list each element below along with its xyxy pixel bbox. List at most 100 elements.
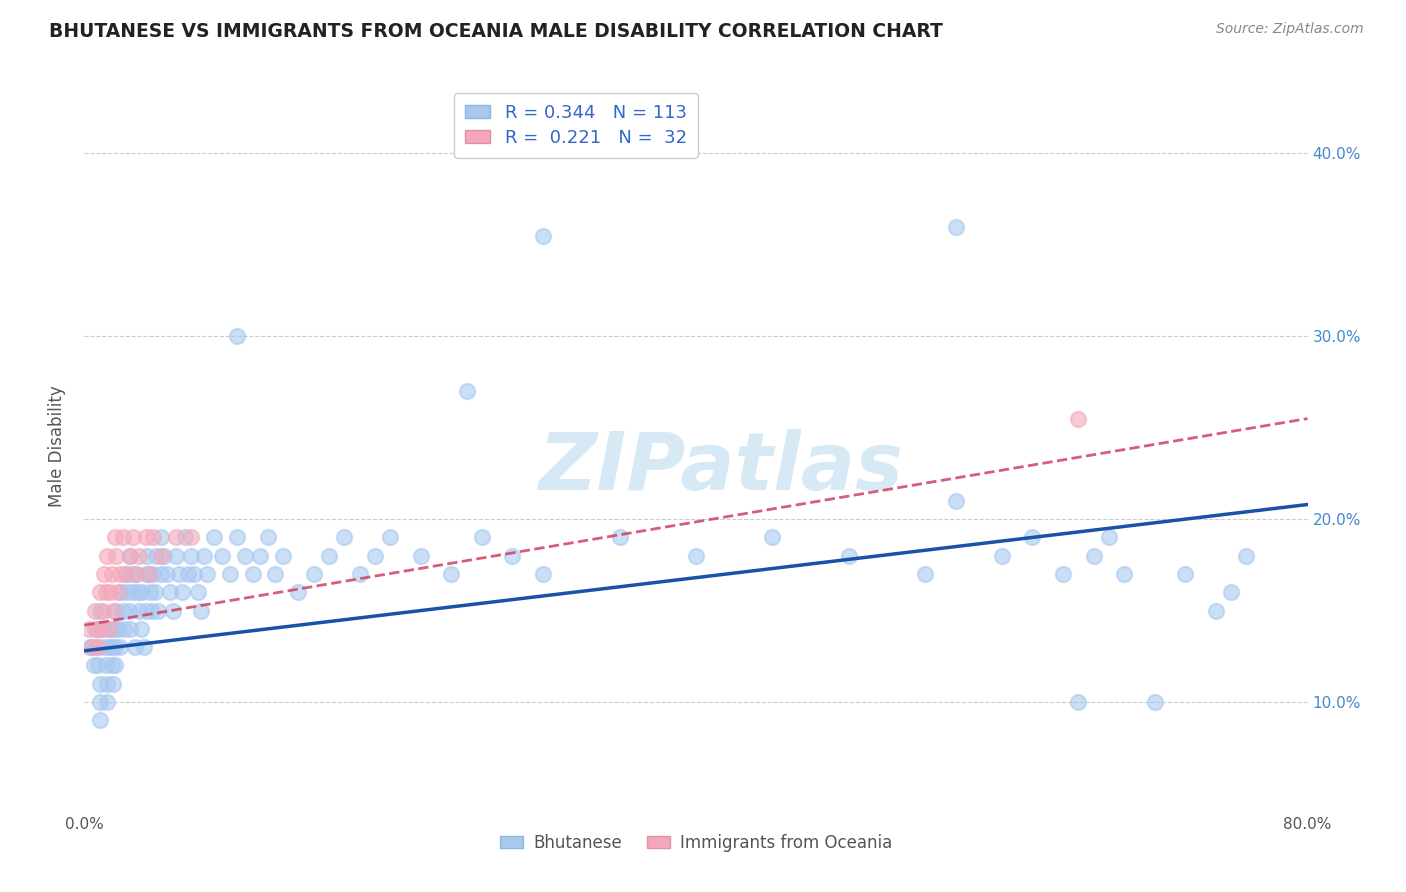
Point bbox=[128, 549, 150, 563]
Point bbox=[183, 567, 205, 582]
Point bbox=[409, 549, 432, 563]
Point bbox=[167, 567, 190, 582]
Point bbox=[132, 640, 155, 655]
Point bbox=[96, 695, 118, 709]
Point bbox=[1220, 585, 1243, 599]
Point bbox=[1114, 567, 1136, 582]
Point bbox=[98, 622, 121, 636]
Point bbox=[1174, 567, 1197, 582]
Point bbox=[87, 658, 110, 673]
Point bbox=[104, 622, 127, 636]
Point bbox=[80, 640, 103, 655]
Point bbox=[138, 567, 160, 582]
Point bbox=[165, 530, 187, 544]
Point bbox=[1098, 530, 1121, 544]
Point bbox=[111, 530, 134, 544]
Point bbox=[1067, 695, 1090, 709]
Point bbox=[165, 549, 187, 563]
Point bbox=[149, 567, 172, 582]
Point bbox=[138, 567, 160, 582]
Point bbox=[318, 549, 340, 563]
Point bbox=[129, 622, 152, 636]
Point bbox=[83, 658, 105, 673]
Legend: Bhutanese, Immigrants from Oceania: Bhutanese, Immigrants from Oceania bbox=[494, 827, 898, 858]
Point bbox=[89, 622, 111, 636]
Point bbox=[180, 549, 202, 563]
Point bbox=[143, 585, 166, 599]
Point bbox=[180, 530, 202, 544]
Point bbox=[531, 567, 554, 582]
Point bbox=[89, 622, 111, 636]
Point bbox=[159, 585, 181, 599]
Point bbox=[685, 549, 707, 563]
Point bbox=[471, 530, 494, 544]
Point bbox=[125, 567, 148, 582]
Point bbox=[89, 676, 111, 690]
Point bbox=[79, 640, 101, 655]
Point bbox=[174, 530, 197, 544]
Point bbox=[186, 585, 208, 599]
Point bbox=[96, 676, 118, 690]
Point bbox=[103, 603, 125, 617]
Point bbox=[149, 530, 172, 544]
Text: Source: ZipAtlas.com: Source: ZipAtlas.com bbox=[1216, 22, 1364, 37]
Point bbox=[120, 549, 142, 563]
Point bbox=[135, 567, 157, 582]
Text: ZIPatlas: ZIPatlas bbox=[538, 429, 903, 507]
Point bbox=[104, 658, 127, 673]
Point bbox=[249, 549, 271, 563]
Point bbox=[141, 603, 163, 617]
Point bbox=[111, 603, 134, 617]
Point bbox=[105, 549, 128, 563]
Point bbox=[97, 640, 120, 655]
Point bbox=[333, 530, 356, 544]
Point bbox=[96, 549, 118, 563]
Point bbox=[127, 585, 149, 599]
Point bbox=[177, 567, 200, 582]
Point bbox=[121, 567, 143, 582]
Point bbox=[440, 567, 463, 582]
Point bbox=[84, 603, 107, 617]
Point bbox=[135, 603, 157, 617]
Point bbox=[77, 622, 100, 636]
Point bbox=[122, 585, 145, 599]
Point bbox=[94, 658, 117, 673]
Point bbox=[1236, 549, 1258, 563]
Point bbox=[104, 530, 127, 544]
Text: BHUTANESE VS IMMIGRANTS FROM OCEANIA MALE DISABILITY CORRELATION CHART: BHUTANESE VS IMMIGRANTS FROM OCEANIA MAL… bbox=[49, 22, 943, 41]
Point bbox=[91, 622, 114, 636]
Point bbox=[93, 640, 115, 655]
Point bbox=[153, 549, 176, 563]
Point bbox=[945, 219, 967, 234]
Point bbox=[115, 585, 138, 599]
Point bbox=[271, 549, 294, 563]
Point bbox=[914, 567, 936, 582]
Point bbox=[98, 585, 121, 599]
Point bbox=[101, 567, 124, 582]
Point bbox=[218, 567, 240, 582]
Point bbox=[89, 585, 111, 599]
Point bbox=[89, 603, 111, 617]
Point bbox=[142, 530, 165, 544]
Point bbox=[1205, 603, 1227, 617]
Point bbox=[156, 567, 179, 582]
Point bbox=[146, 603, 169, 617]
Point bbox=[107, 585, 129, 599]
Point bbox=[257, 530, 280, 544]
Point bbox=[118, 603, 141, 617]
Point bbox=[89, 695, 111, 709]
Point bbox=[114, 567, 136, 582]
Point bbox=[110, 585, 132, 599]
Point bbox=[89, 714, 111, 728]
Point bbox=[531, 228, 554, 243]
Point bbox=[1021, 530, 1043, 544]
Point bbox=[945, 494, 967, 508]
Point bbox=[211, 549, 233, 563]
Point bbox=[195, 567, 218, 582]
Point bbox=[94, 585, 117, 599]
Point bbox=[114, 567, 136, 582]
Point bbox=[101, 658, 124, 673]
Point bbox=[93, 567, 115, 582]
Point bbox=[233, 549, 256, 563]
Point bbox=[302, 567, 325, 582]
